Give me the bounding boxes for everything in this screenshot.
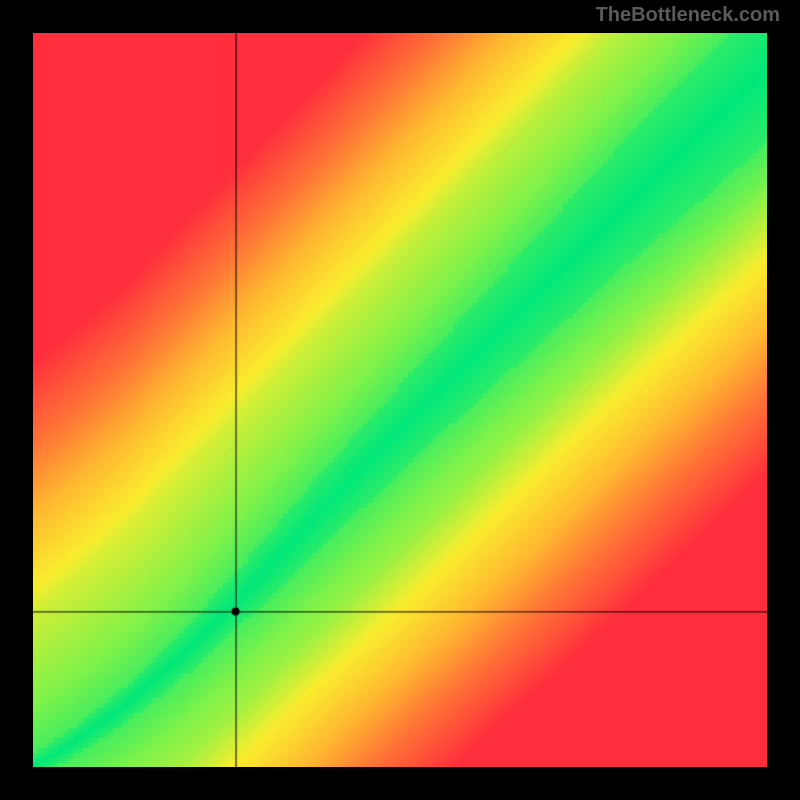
heatmap-plot	[33, 33, 767, 767]
heatmap-canvas	[33, 33, 767, 767]
chart-container: TheBottleneck.com	[0, 0, 800, 800]
watermark-text: TheBottleneck.com	[596, 4, 780, 27]
